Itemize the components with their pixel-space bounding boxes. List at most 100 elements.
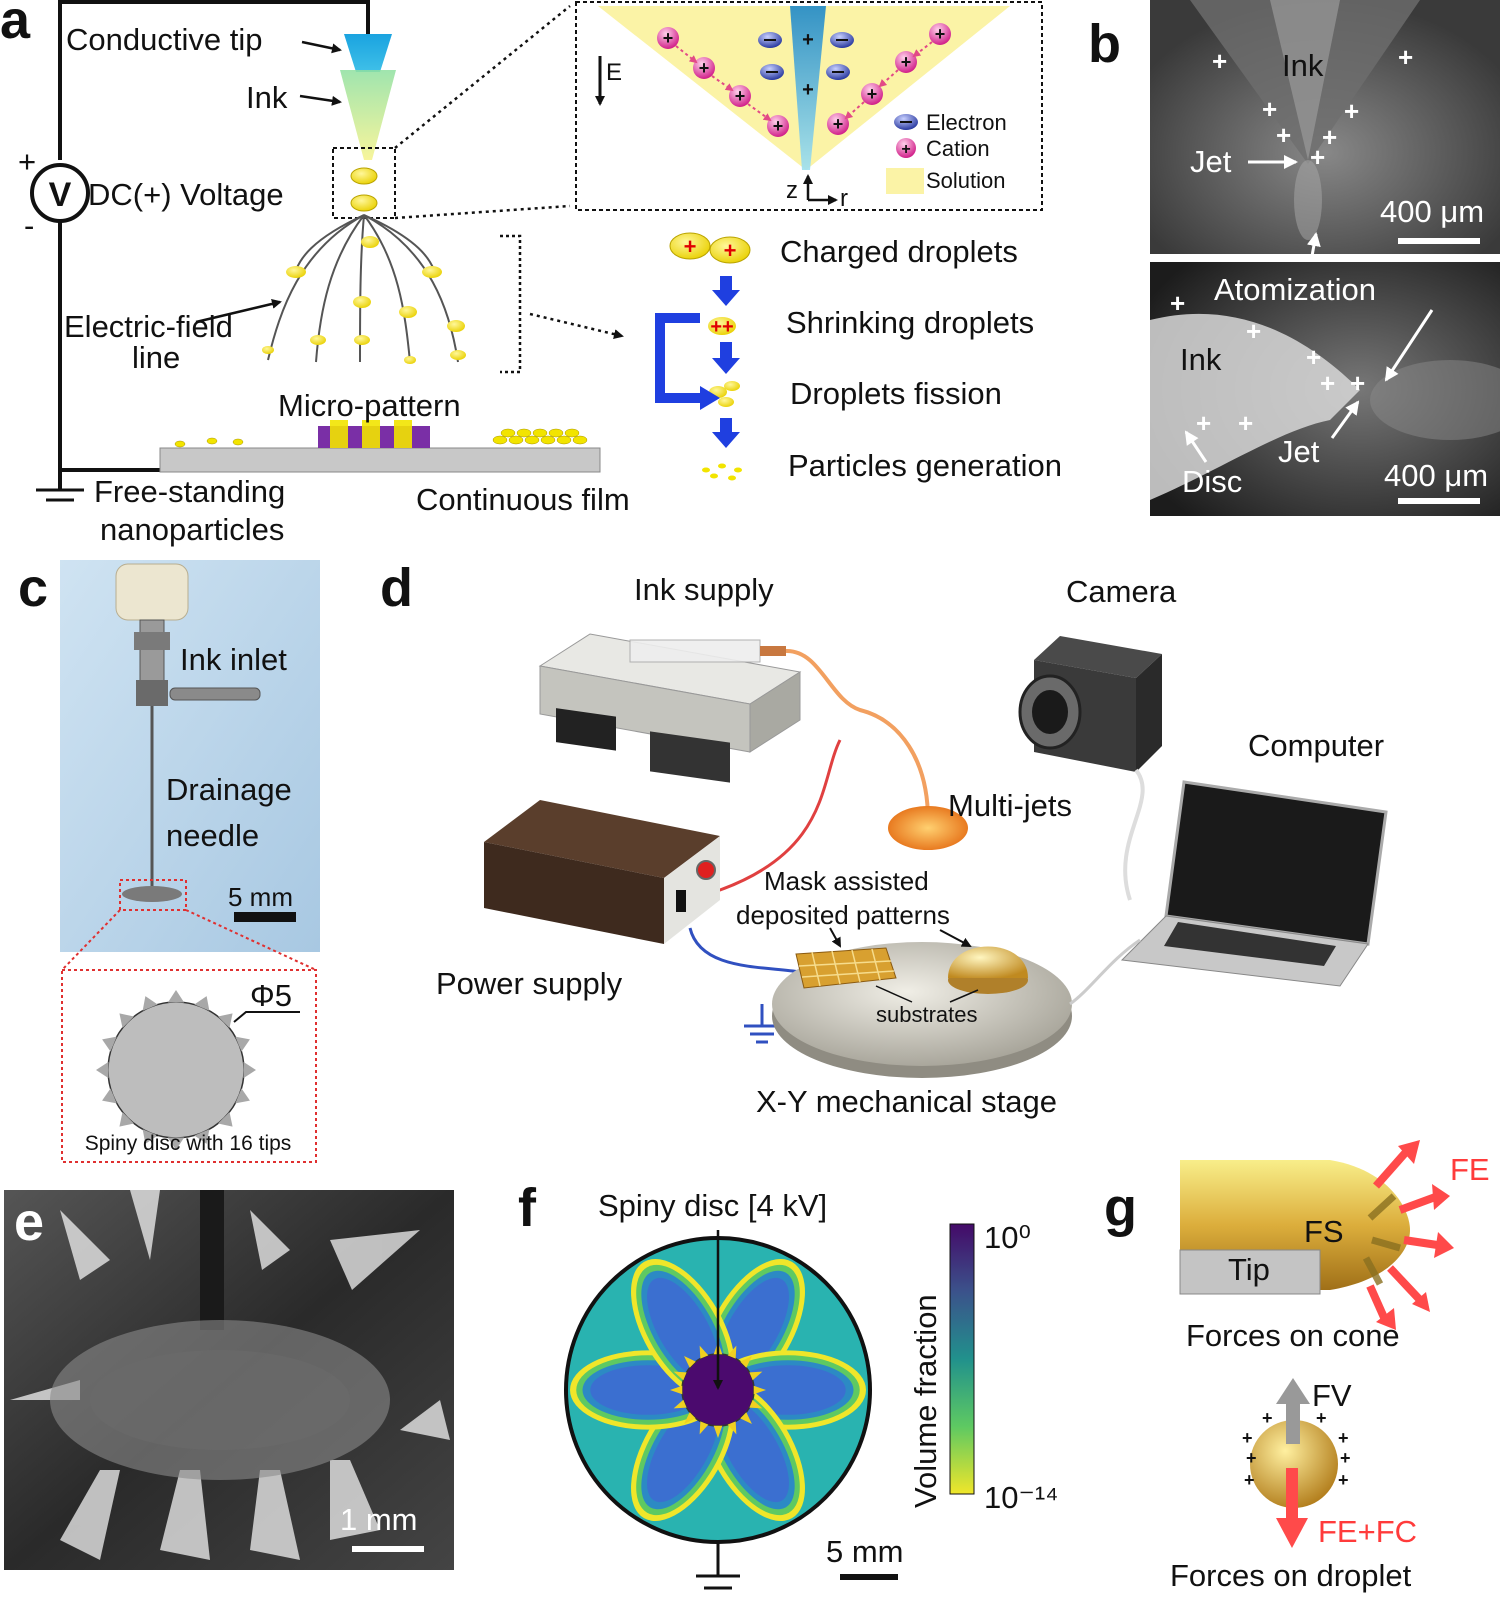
fs-label: FS: [1304, 1214, 1344, 1249]
panel-g-label: g: [1104, 1178, 1137, 1238]
panel-e-label: e: [14, 1192, 44, 1252]
fv-label: FV: [1312, 1378, 1352, 1413]
spine-tip: [673, 1399, 687, 1409]
ink-cone-shape: [340, 70, 396, 160]
panel-a-label: a: [0, 0, 31, 50]
ink-inlet-label: Ink inlet: [180, 642, 287, 677]
circuit-wire-top: [58, 0, 370, 160]
svg-text:+: +: [935, 24, 946, 44]
svg-text:+: +: [1310, 142, 1325, 172]
spine-tip: [670, 1385, 683, 1395]
charged-droplets: [262, 236, 466, 364]
spine-tip: [753, 1385, 766, 1395]
panel-f: f Spiny disc [4 kV] 5 mm 10⁰ 10⁻¹⁴ Volum…: [518, 1178, 1059, 1590]
mask-label-2: deposited patterns: [736, 900, 950, 930]
b-top-jet-label: Jet: [1190, 144, 1232, 179]
voltage-plus: +: [18, 144, 36, 179]
g-tip-label: Tip: [1228, 1252, 1270, 1287]
svg-text:+: +: [901, 52, 912, 72]
spine-tip: [740, 1356, 752, 1368]
electron-markers: + +: [758, 29, 854, 101]
field-line-label-1: Electric-field: [64, 309, 233, 344]
step-shrinking-droplets: Shrinking droplets: [786, 305, 1034, 340]
spiny-disc-shape: [96, 990, 256, 1150]
svg-text:+: +: [1344, 96, 1359, 126]
legend-electron: Electron: [926, 110, 1007, 135]
free-standing-label-1: Free-standing: [94, 474, 285, 509]
ground-cable-blue: [688, 927, 801, 974]
svg-text:+: +: [773, 116, 784, 136]
panel-f-label: f: [518, 1178, 537, 1238]
svg-text:+: +: [1316, 1408, 1327, 1428]
conductive-tip-shape: [344, 34, 392, 72]
spine-tip: [243, 1061, 256, 1079]
svg-text:+: +: [1246, 316, 1261, 346]
spine-tip: [142, 996, 158, 1011]
tip-block: [1179, 1249, 1321, 1295]
spine-tip: [699, 1421, 709, 1435]
e-needle: [200, 1190, 224, 1330]
spine-tip: [96, 1061, 109, 1079]
b-bottom-scale-bar: [1398, 498, 1480, 504]
multi-jet-splash: [888, 806, 968, 850]
camera-cable: [1123, 768, 1145, 901]
svg-text:+: +: [1196, 408, 1211, 438]
micro-pattern-blocks: [318, 420, 430, 448]
svg-text:+: +: [867, 84, 878, 104]
svg-text:+: +: [1238, 408, 1253, 438]
panel-g: g Tip FE FS Forces on cone +++ +++ + +: [1104, 1140, 1490, 1593]
c-scale-label: 5 mm: [228, 882, 293, 912]
disc-caption: Spiny disc with 16 tips: [85, 1132, 292, 1155]
e-scale-bar: [352, 1546, 424, 1552]
b-bottom-ink-label: Ink: [1180, 342, 1222, 377]
syringe-pump-icon: [538, 633, 802, 783]
step-charged-droplets: Charged droplets: [780, 234, 1018, 269]
spine-tip: [102, 1088, 117, 1104]
spine-tip: [119, 1111, 135, 1127]
camera-label: Camera: [1066, 574, 1177, 609]
computer-label: Computer: [1248, 728, 1384, 763]
spine-tip: [713, 1425, 723, 1438]
mask-label-1: Mask assisted: [764, 866, 929, 896]
colorbar: [949, 1223, 975, 1495]
f-scale-label: 5 mm: [826, 1534, 904, 1569]
continuous-film: [492, 428, 588, 445]
dome-substrate: [948, 946, 1028, 978]
svg-text:+: +: [1276, 120, 1291, 150]
ink-tube: [785, 648, 930, 821]
fs-arrows: [1362, 1193, 1401, 1286]
f-title: Spiny disc [4 kV]: [598, 1188, 827, 1223]
svg-text:+: +: [684, 234, 697, 259]
svg-text:+: +: [735, 86, 746, 106]
needle-photo: [60, 560, 320, 952]
f-scale-bar: [840, 1574, 898, 1580]
spine-tip: [217, 1013, 233, 1029]
legend-cation: Cation: [926, 136, 990, 161]
svg-text:+: +: [1170, 288, 1185, 318]
spine-tip: [727, 1421, 737, 1435]
spine-tip: [740, 1412, 752, 1424]
fe-label: FE: [1450, 1152, 1490, 1187]
atomization-label: Atomization: [1214, 272, 1376, 307]
ink-reservoir: [115, 563, 189, 621]
drainage-label-2: needle: [166, 818, 259, 853]
spine-tip: [119, 1013, 135, 1029]
e-scale-label: 1 mm: [340, 1502, 418, 1537]
process-flow: + + ++ Charged droplets Shrinking drople…: [655, 232, 1062, 483]
cone-inset: E ++++ ++++: [575, 1, 1043, 212]
droplet-caption: Forces on droplet: [1170, 1558, 1412, 1593]
spine-tip: [142, 1129, 158, 1144]
spine-tip: [727, 1345, 737, 1359]
svg-text:+: +: [1306, 342, 1321, 372]
svg-text:++: ++: [710, 316, 733, 338]
multi-jets-label: Multi-jets: [948, 788, 1072, 823]
power-supply-icon: [484, 800, 720, 944]
free-standing-particles: [174, 437, 244, 448]
svg-text:+: +: [1338, 1428, 1349, 1448]
spine-tip: [102, 1036, 117, 1052]
field-line-label-2: line: [132, 340, 180, 375]
spine-tip: [235, 1088, 250, 1104]
step-droplets-fission: Droplets fission: [790, 376, 1002, 411]
svg-text:+: +: [1262, 94, 1277, 124]
svg-text:+: +: [833, 114, 844, 134]
